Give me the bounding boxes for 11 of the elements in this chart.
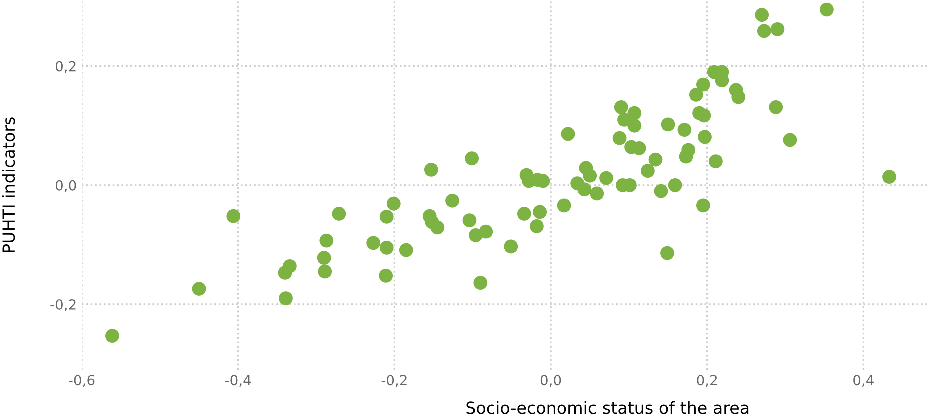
x-tick-label: -0,6 bbox=[69, 375, 95, 388]
x-tick-label: -0,4 bbox=[225, 375, 252, 388]
x-axis-title: Socio-economic status of the area bbox=[466, 401, 749, 414]
y-tick-label: 0,2 bbox=[56, 61, 76, 74]
x-tick-label: 0,4 bbox=[854, 375, 874, 388]
y-tick-label: 0,0 bbox=[56, 180, 76, 192]
x-tick-label: 0,0 bbox=[540, 375, 562, 388]
x-tick-label: -0,2 bbox=[382, 375, 407, 388]
y-axis-title: PUHTI indicators bbox=[2, 118, 16, 252]
x-tick-label: 0,2 bbox=[697, 375, 718, 388]
y-tick-label: -0,2 bbox=[50, 299, 76, 312]
